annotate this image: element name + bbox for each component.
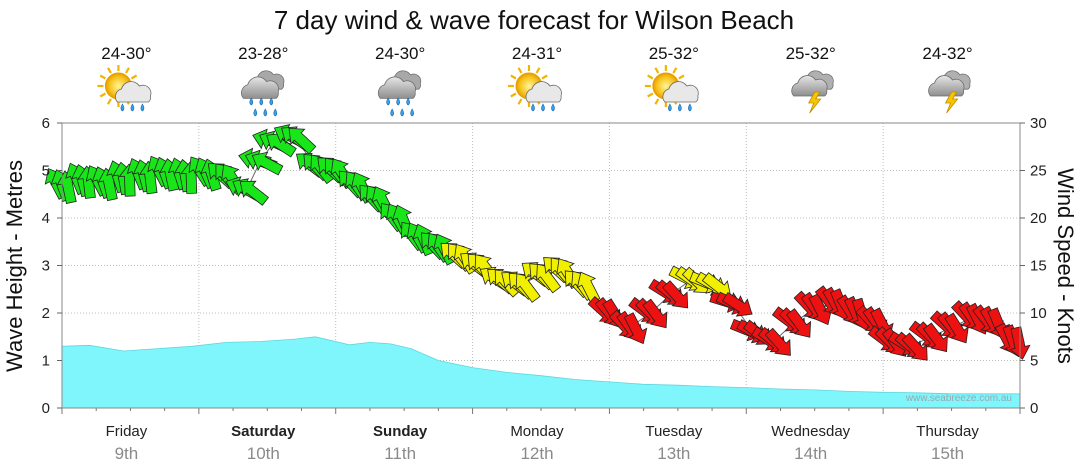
- rain-drop: [120, 103, 125, 112]
- rain-drop: [386, 97, 390, 106]
- day-temperature: 23-28°: [238, 44, 288, 63]
- left-tick-label: 0: [42, 400, 50, 417]
- day-date: 14th: [794, 444, 827, 463]
- left-tick-label: 4: [42, 210, 50, 227]
- wave-height-area: [61, 336, 1021, 409]
- rain-drop: [668, 103, 672, 112]
- rain-drop: [273, 108, 278, 117]
- rain-drop: [140, 103, 145, 112]
- chart-title: 7 day wind & wave forecast for Wilson Be…: [274, 5, 794, 35]
- heavy-rain-icon: [377, 70, 422, 117]
- right-tick-label: 25: [1030, 163, 1047, 180]
- lightning-bolt: [944, 91, 959, 114]
- left-tick-label: 3: [42, 258, 50, 275]
- day-temperature: 25-32°: [649, 44, 699, 63]
- rain-drop: [269, 97, 274, 106]
- day-temperature: 24-32°: [922, 44, 972, 63]
- day-name: Monday: [510, 423, 564, 440]
- day-date: 10th: [247, 444, 280, 463]
- right-tick-label: 15: [1030, 258, 1047, 275]
- rain-drop: [551, 103, 555, 112]
- rain-drop: [410, 108, 414, 117]
- day-date: 13th: [657, 444, 690, 463]
- day-date: 11th: [384, 444, 416, 463]
- right-tick-label: 5: [1030, 353, 1038, 370]
- day-name: Thursday: [916, 423, 979, 440]
- rain-drop: [253, 108, 258, 117]
- wave-height-path: [61, 336, 1021, 409]
- right-tick-label: 30: [1030, 115, 1047, 132]
- day-name: Saturday: [231, 423, 296, 440]
- sun-cloud-rain-icon: [644, 65, 699, 112]
- rain-drop: [130, 103, 135, 112]
- left-tick-label: 5: [42, 163, 50, 180]
- day-footers: Friday 9th Saturday 10th Sunday 11th Monday 12t…: [106, 423, 980, 463]
- day-temperature: 24-30°: [375, 44, 425, 63]
- thunderstorm-icon: [791, 70, 834, 114]
- right-axis-ticks: 0 5 10 15 20 25 30: [1020, 115, 1047, 417]
- rain-drop: [259, 97, 264, 106]
- day-name: Friday: [106, 423, 148, 440]
- heavy-rain-icon: [241, 70, 285, 117]
- day-temperature: 25-32°: [786, 44, 836, 63]
- rain-drop: [396, 97, 400, 106]
- lightning-bolt: [808, 91, 822, 114]
- left-tick-label: 6: [42, 115, 50, 132]
- day-name: Wednesday: [771, 423, 850, 440]
- rain-drop: [249, 97, 254, 106]
- right-axis-title: Wind Speed - Knots: [1053, 168, 1078, 364]
- sun-cloud-rain-icon: [97, 65, 152, 112]
- rain-drop: [263, 108, 268, 117]
- rain-drop: [390, 108, 394, 117]
- rain-drop: [688, 103, 692, 112]
- right-tick-label: 20: [1030, 210, 1047, 227]
- rain-drop: [531, 103, 535, 112]
- day-temperature: 24-30°: [101, 44, 151, 63]
- left-tick-label: 1: [42, 353, 50, 370]
- left-axis-ticks: 0 1 2 3 4 5 6: [42, 115, 62, 417]
- watermark: www.seabreeze.com.au: [905, 393, 1012, 404]
- day-headers: 24-30° 23-28° 24-30° 24-31° 25-32° 25-32° 24-3…: [97, 44, 973, 117]
- sun-cloud-rain-icon: [508, 65, 562, 112]
- right-tick-label: 0: [1030, 400, 1038, 417]
- left-axis-title: Wave Height - Metres: [2, 160, 27, 372]
- day-date: 15th: [931, 444, 964, 463]
- right-tick-label: 10: [1030, 305, 1047, 322]
- thunderstorm-icon: [928, 70, 971, 114]
- day-name: Sunday: [373, 423, 428, 440]
- left-tick-label: 2: [42, 305, 50, 322]
- rain-drop: [406, 97, 410, 106]
- day-date: 12th: [520, 444, 553, 463]
- rain-drop: [400, 108, 404, 117]
- day-date: 9th: [115, 444, 139, 463]
- day-temperature: 24-31°: [512, 44, 562, 63]
- rain-drop: [541, 103, 545, 112]
- rain-drop: [678, 103, 682, 112]
- day-name: Tuesday: [645, 423, 702, 440]
